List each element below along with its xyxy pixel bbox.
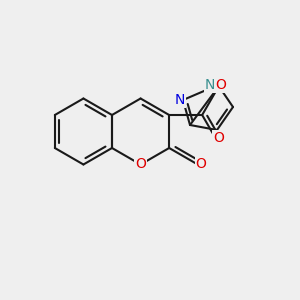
Text: N: N bbox=[175, 93, 185, 107]
Text: NH: NH bbox=[204, 78, 225, 92]
Text: O: O bbox=[216, 78, 226, 92]
Text: O: O bbox=[135, 158, 146, 172]
Text: O: O bbox=[195, 158, 206, 172]
Text: O: O bbox=[213, 131, 224, 145]
